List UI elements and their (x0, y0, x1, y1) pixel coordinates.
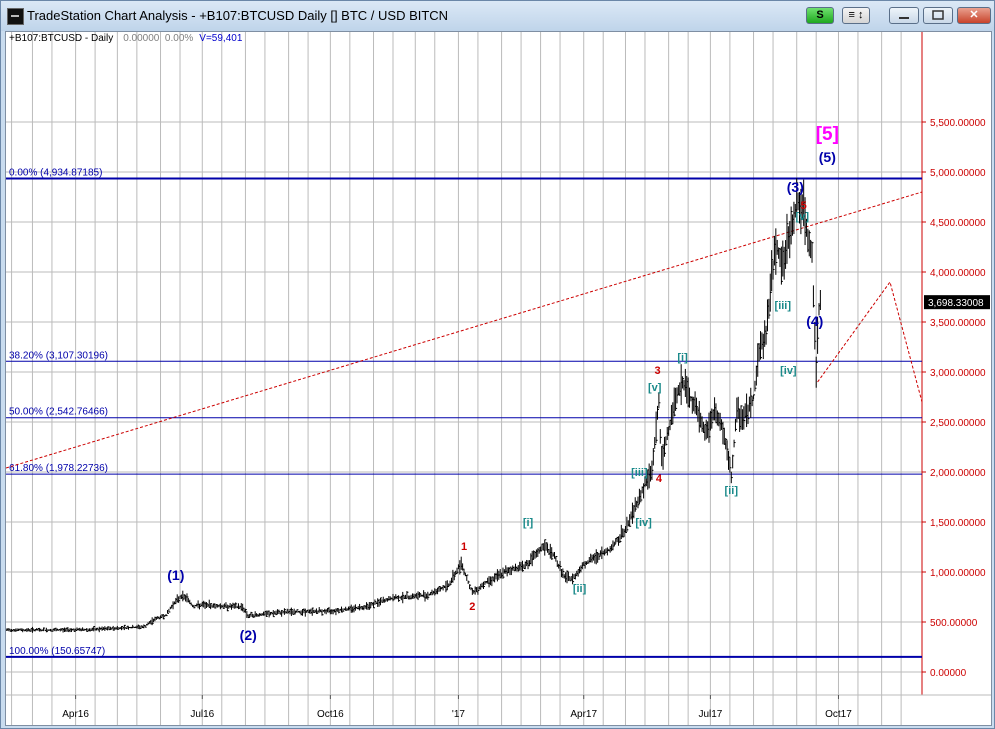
fib-level-label: 0.00% (4,934.87185) (9, 168, 102, 179)
minimize-button[interactable] (889, 7, 919, 24)
wave-label: (4) (806, 313, 823, 329)
minimize-icon (899, 17, 909, 19)
x-tick-label: Apr16 (62, 709, 89, 720)
wave-label: [iv] (635, 517, 652, 529)
x-tick-label: Apr17 (570, 709, 597, 720)
x-tick-label: Jul16 (190, 709, 214, 720)
y-tick-label: 5,000.00000 (930, 168, 986, 179)
symbol-info-bar: +B107:BTCUSD - Daily 0.00000 0.00% V=59,40… (9, 33, 242, 44)
wave-label: 5 (801, 200, 807, 212)
y-tick-label: 4,500.00000 (930, 218, 986, 229)
wave-label: (2) (240, 627, 257, 643)
volume-label: V=59,401 (199, 33, 243, 44)
wave-label: [v] (796, 211, 810, 223)
wave-label: [5] (816, 124, 839, 145)
wave-label: 2 (469, 601, 475, 613)
y-tick-label: 500.00000 (930, 618, 978, 629)
projection-path (817, 280, 923, 403)
wave-label: [iv] (780, 365, 797, 377)
maximize-icon (932, 10, 944, 20)
x-tick-label: Oct17 (825, 709, 852, 720)
wave-label: 4 (656, 473, 663, 485)
last-price-box (924, 295, 990, 310)
y-tick-label: 1,500.00000 (930, 518, 986, 529)
wave-label: [ii] (725, 485, 739, 497)
wave-label: [ii] (573, 583, 587, 595)
fib-level-label: 50.00% (2,542.76466) (9, 407, 108, 418)
wave-label: [iii] (631, 467, 648, 479)
y-tick-label: 1,000.00000 (930, 568, 986, 579)
fib-level-label: 100.00% (150.65747) (9, 646, 105, 657)
x-tick-label: Jul17 (698, 709, 722, 720)
y-tick-label: 3,000.00000 (930, 368, 986, 379)
x-tick-label: Oct16 (317, 709, 344, 720)
wave-label: (3) (787, 179, 804, 195)
chart-app-icon (7, 8, 24, 25)
close-button[interactable]: ✕ (957, 7, 991, 24)
price-bars (6, 178, 821, 633)
y-tick-label: 2,500.00000 (930, 418, 986, 429)
info-percent: 0.00% (164, 33, 194, 44)
wave-label: [v] (648, 382, 662, 394)
wave-label: [i] (677, 352, 688, 364)
y-tick-label: 2,000.00000 (930, 468, 986, 479)
fib-level-label: 38.20% (3,107.30196) (9, 350, 108, 361)
wave-label: [iii] (775, 300, 792, 312)
y-tick-label: 5,500.00000 (930, 118, 986, 129)
wave-label: (5) (819, 149, 836, 165)
price-chart[interactable]: 0.00% (4,934.87185) 38.20% (3,107.30196) 5… (6, 32, 991, 725)
y-tick-label: 4,000.00000 (930, 268, 986, 279)
x-tick-label: '17 (452, 709, 465, 720)
title-bar[interactable]: TradeStation Chart Analysis - +B107:BTCU… (1, 1, 994, 31)
bars-toggle-button[interactable]: ≡ ↕ (842, 7, 870, 24)
fib-level-label: 61.80% (1,978.22736) (9, 463, 108, 474)
symbol-label: +B107:BTCUSD - Daily (9, 33, 114, 44)
wave-label: [i] (523, 517, 534, 529)
s-button[interactable]: S (806, 7, 834, 24)
y-tick-label: 0.00000 (930, 668, 967, 679)
window-title: TradeStation Chart Analysis - +B107:BTCU… (27, 8, 449, 23)
y-tick-label: 3,500.00000 (930, 318, 986, 329)
chart-area[interactable]: 0.00% (4,934.87185) 38.20% (3,107.30196) 5… (5, 31, 992, 726)
wave-label: (1) (167, 567, 184, 583)
wave-label: 1 (461, 541, 467, 553)
info-value: 0.00000 (123, 33, 160, 44)
maximize-button[interactable] (923, 7, 953, 24)
trend-line (6, 191, 923, 469)
last-price-label: 3,698.33008 (928, 298, 984, 309)
wave-label: 3 (654, 365, 660, 377)
